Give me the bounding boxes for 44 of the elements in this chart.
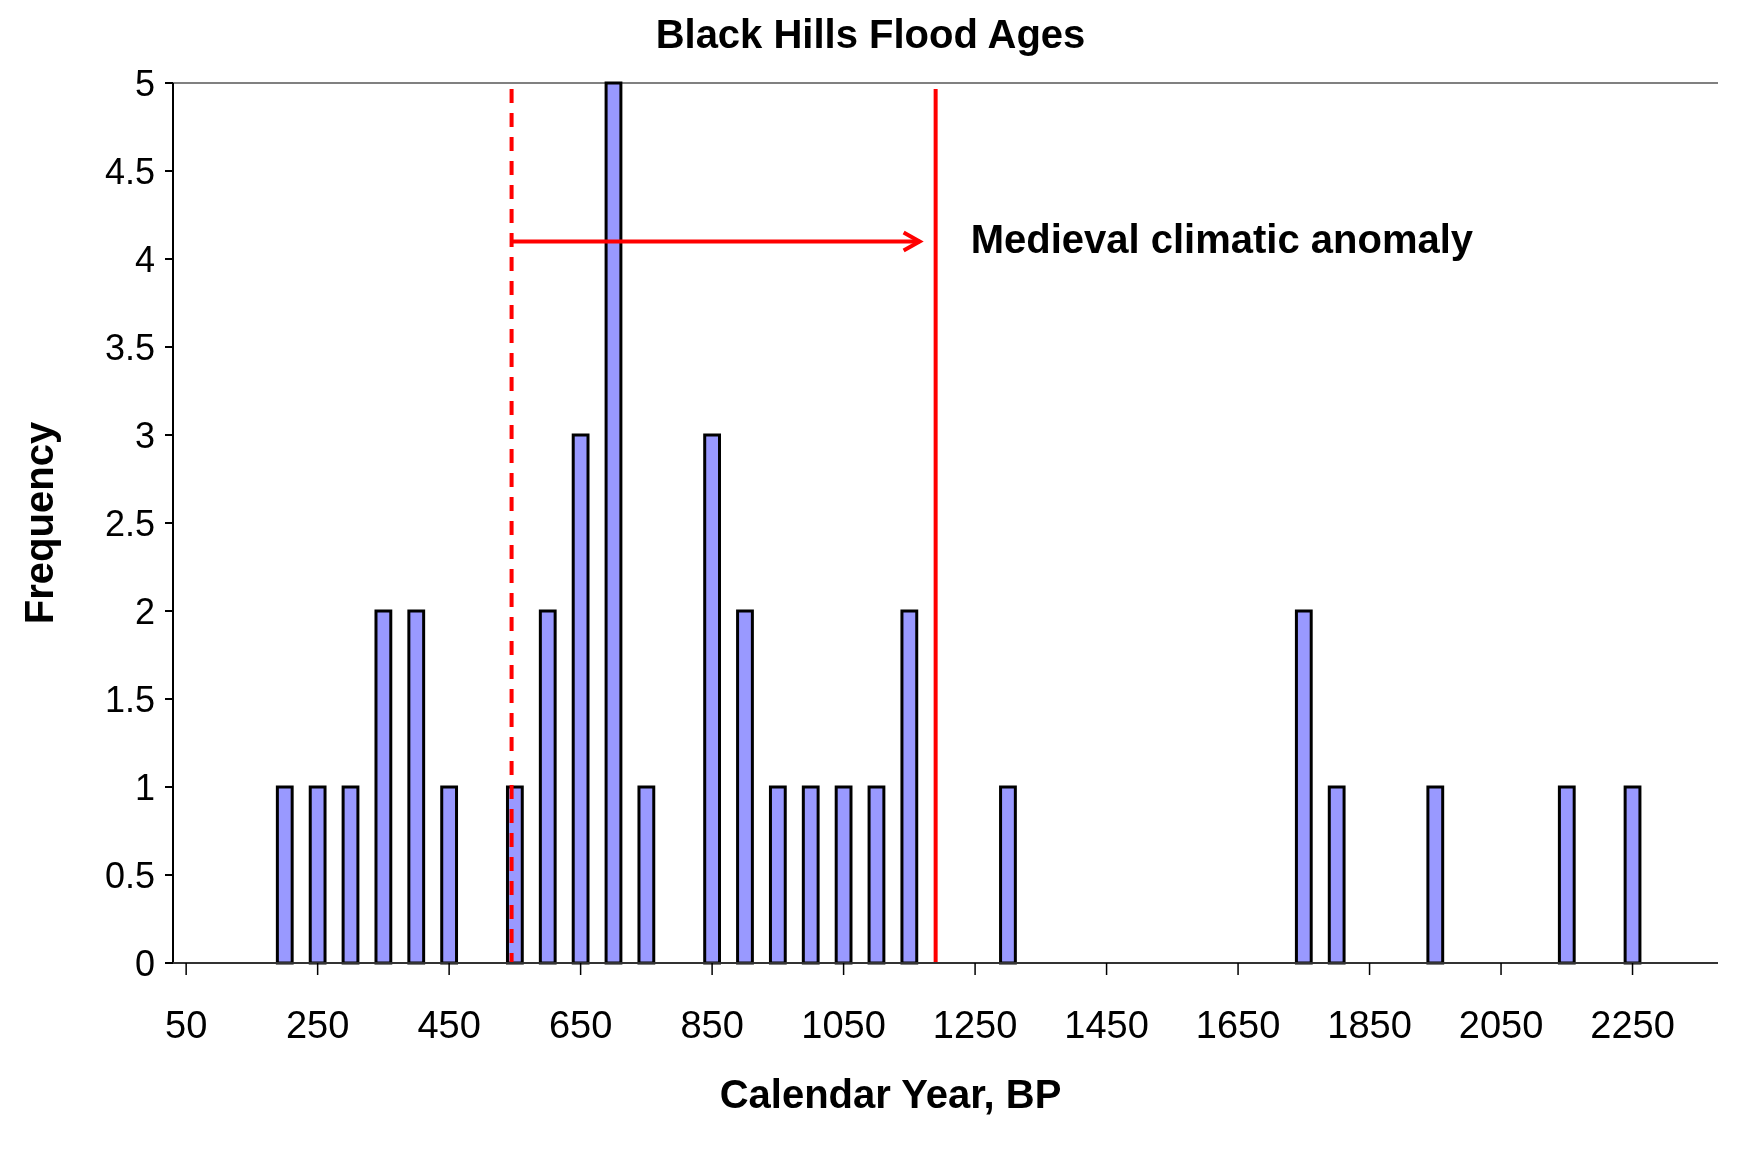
- bar: [604, 81, 623, 965]
- x-tick-label: 1450: [1064, 1004, 1149, 1046]
- y-tick-label: 3.5: [104, 327, 155, 368]
- x-tick-label: 1250: [932, 1004, 1018, 1046]
- bar: [637, 785, 656, 965]
- x-tick-label: 850: [680, 1004, 744, 1046]
- bar: [275, 785, 294, 965]
- bar: [538, 609, 557, 965]
- x-tick-label: 2050: [1458, 1004, 1544, 1046]
- bar: [999, 785, 1017, 965]
- x-tick-label: 1850: [1327, 1004, 1412, 1046]
- x-axis-title: Calendar Year, BP: [719, 1072, 1062, 1116]
- y-tick-label: 1: [134, 767, 155, 808]
- y-tick-label: 5: [134, 63, 155, 104]
- x-tick-label: 2250: [1590, 1004, 1675, 1046]
- bar: [1327, 785, 1346, 965]
- y-tick-label: 4: [134, 239, 155, 280]
- x-tick-label: 250: [285, 1004, 350, 1046]
- y-tick-label: 0: [134, 943, 155, 984]
- bar: [1426, 785, 1445, 965]
- x-tick-label: 50: [165, 1004, 208, 1046]
- bar: [341, 785, 360, 965]
- y-tick-label: 2: [134, 591, 155, 632]
- y-tick-label: 3: [134, 415, 155, 456]
- bar: [407, 609, 426, 965]
- y-tick-label: 0.5: [104, 855, 155, 896]
- x-tick-label: 450: [417, 1004, 481, 1046]
- bar: [1294, 609, 1313, 965]
- bar: [801, 785, 820, 965]
- bar: [768, 785, 787, 965]
- x-tick-label: 650: [548, 1004, 613, 1046]
- bar: [736, 609, 754, 965]
- x-tick-label: 1050: [801, 1004, 886, 1046]
- annotation: Medieval climatic anomaly: [970, 217, 1474, 262]
- x-tick-label: 1650: [1195, 1004, 1281, 1046]
- bar: [374, 609, 393, 965]
- y-axis-title: Frequency: [17, 421, 61, 625]
- y-tick-label: 4.5: [104, 151, 155, 192]
- bar: [867, 785, 886, 965]
- chart-title: Black Hills Flood Ages: [655, 12, 1086, 56]
- bar: [900, 609, 919, 965]
- y-tick-label: 2.5: [104, 503, 155, 544]
- bar: [1557, 785, 1576, 965]
- y-tick-label: 1.5: [104, 679, 155, 720]
